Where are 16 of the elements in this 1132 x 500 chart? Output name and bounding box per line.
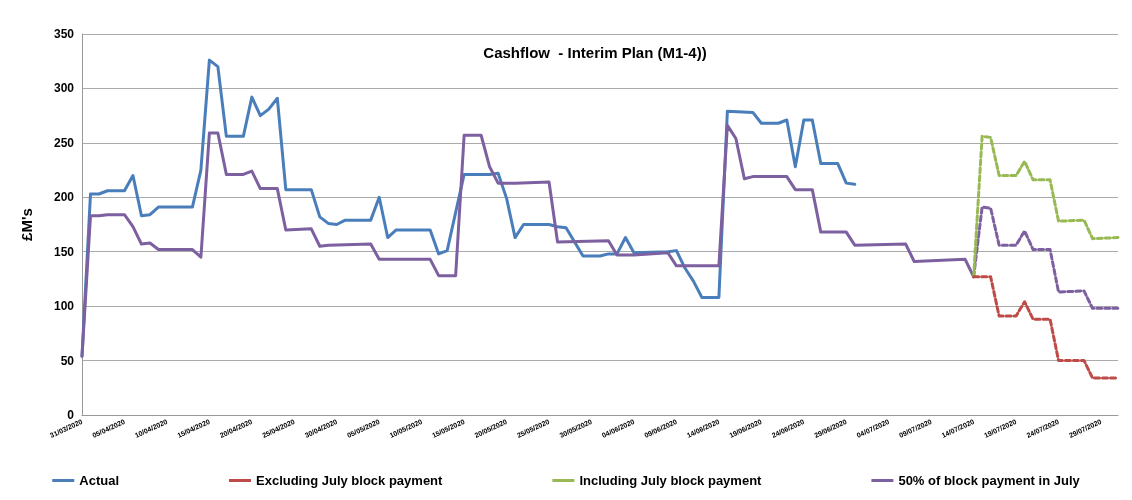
text: Cashflow - Interim Plan (M1-4)) [483,44,707,61]
line-series [972,134,1120,279]
y-tick-label: 50 [60,353,75,368]
legend-label: Actual [79,473,119,488]
legend-label: Excluding July block payment [256,473,444,488]
legend-label: Including July block payment [579,473,763,488]
y-tick-label: 100 [53,299,75,314]
line-series [972,275,1120,380]
legend-label: 50% of block payment in July [898,473,1081,488]
y-tick-label: 350 [53,27,75,41]
y-tick-label: 0 [67,408,75,422]
y-tick-label: 250 [53,135,75,150]
y-tick-label: 300 [53,81,75,96]
y-axis-title: £M's [18,208,35,241]
y-tick-label: 150 [53,244,75,259]
y-tick-label: 200 [53,190,75,205]
